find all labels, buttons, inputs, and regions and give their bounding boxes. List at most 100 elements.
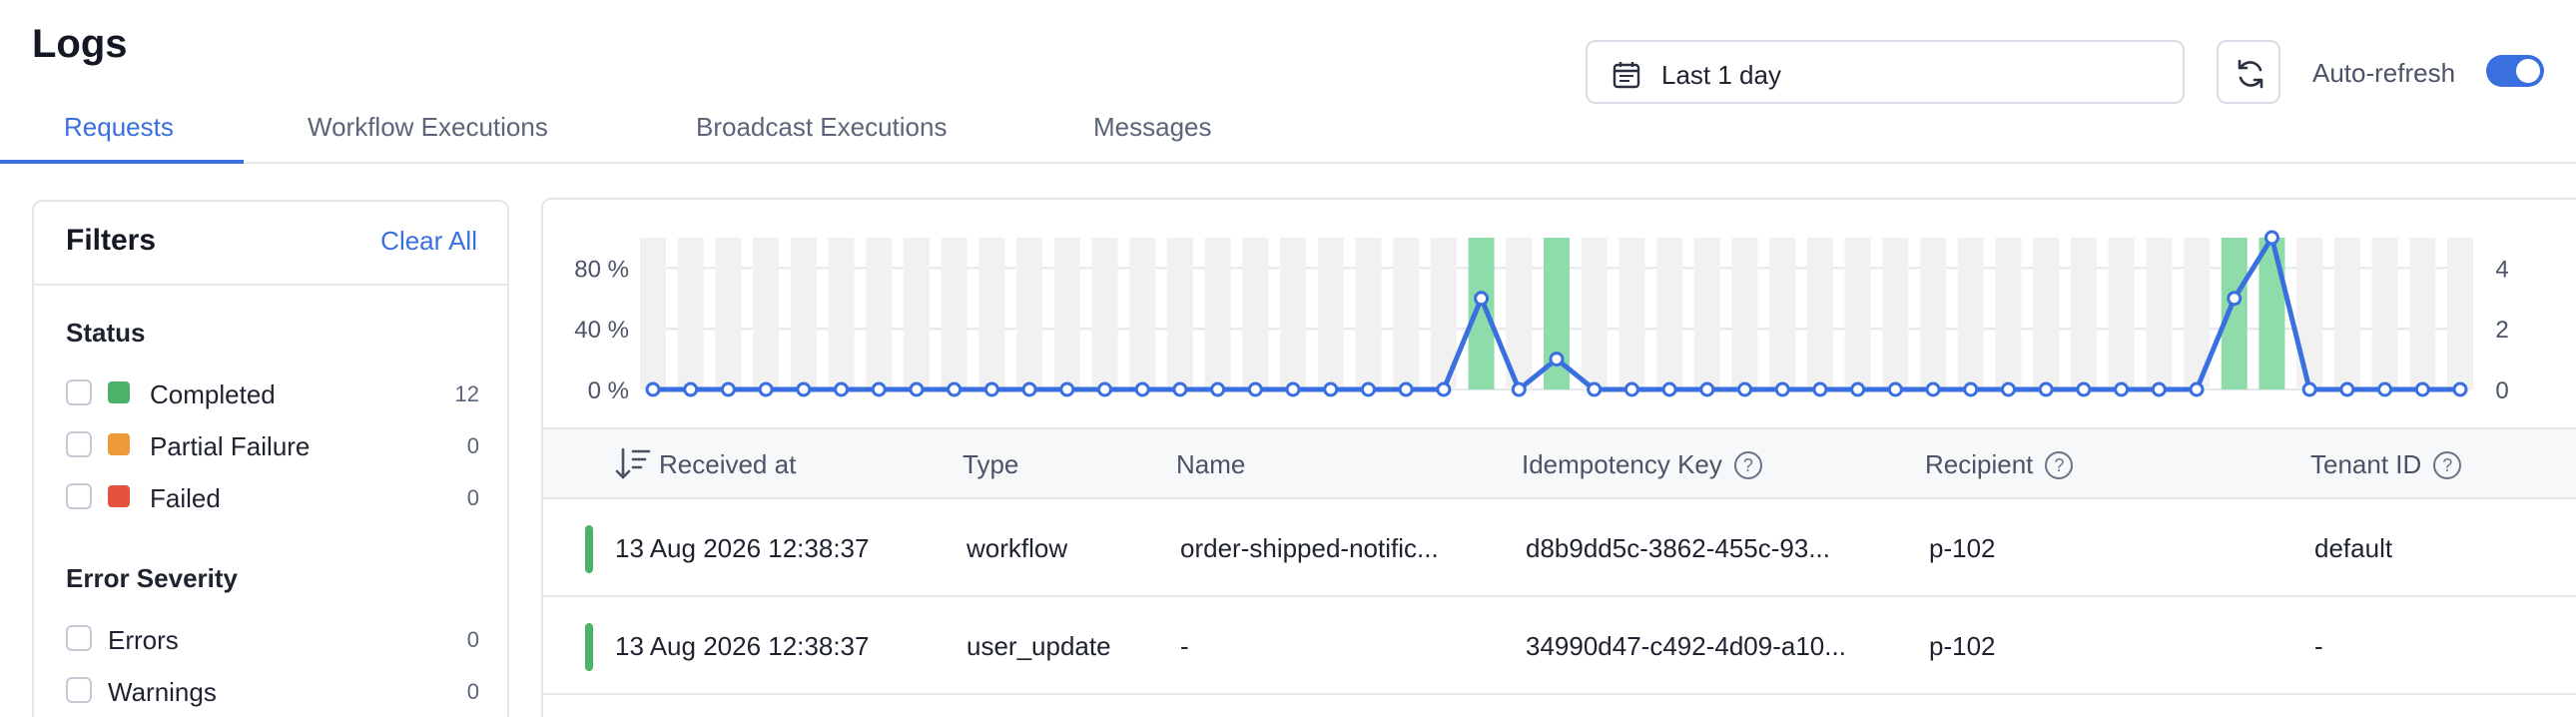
chart-point	[909, 381, 925, 397]
table-header: Received at Type Name Idempotency Key? R…	[543, 427, 2576, 499]
help-icon[interactable]: ?	[2433, 451, 2462, 479]
chart-point	[1623, 381, 1639, 397]
partial-failure-checkbox[interactable]	[66, 431, 92, 457]
cell-tenant-id: default	[2314, 533, 2393, 563]
error-severity-section-title: Error Severity	[66, 563, 238, 593]
date-range-label: Last 1 day	[1661, 60, 1781, 90]
cell-idempotency-key: 34990d47-c492-4d09-a10...	[1526, 631, 1846, 661]
chart-bar-placeholder	[2333, 238, 2360, 389]
chart-bar-placeholder	[2146, 238, 2173, 389]
chart-bar-placeholder	[2033, 238, 2060, 389]
chart-bar-placeholder	[1882, 238, 1909, 389]
chart-bar-placeholder	[790, 238, 817, 389]
chart-bar-placeholder	[1844, 238, 1871, 389]
chart-bar-placeholder	[1693, 238, 1720, 389]
chart-bar-placeholder	[1769, 238, 1796, 389]
chart-bar-placeholder	[1393, 238, 1420, 389]
col-idempotency-key-label: Idempotency Key	[1522, 449, 1722, 479]
refresh-icon	[2238, 59, 2263, 89]
tab-workflow-executions[interactable]: Workflow Executions	[308, 112, 548, 142]
tab-messages[interactable]: Messages	[1093, 112, 1212, 142]
tab-bar: Requests Workflow Executions Broadcast E…	[0, 96, 2576, 164]
tab-requests[interactable]: Requests	[64, 112, 174, 142]
chart-bar-placeholder	[1656, 238, 1683, 389]
tab-broadcast-executions[interactable]: Broadcast Executions	[696, 112, 948, 142]
requests-chart: 0 % 40 % 80 % 0 2 4	[543, 200, 2576, 427]
chart-point	[1850, 381, 1866, 397]
filter-count: 0	[466, 433, 479, 458]
table-row[interactable]: 13 Aug 2026 12:38:37 workflow order-ship…	[543, 499, 2576, 597]
chart-bar	[1468, 238, 1495, 389]
chart-point	[1474, 291, 1490, 307]
requests-chart-svg: 0 % 40 % 80 % 0 2 4	[574, 230, 2509, 404]
chart-point	[1247, 381, 1263, 397]
completed-checkbox[interactable]	[66, 379, 92, 405]
cell-recipient: p-102	[1929, 631, 1996, 661]
chart-point	[645, 381, 661, 397]
chart-point	[871, 381, 887, 397]
cell-recipient: p-102	[1929, 533, 1996, 563]
status-filter-failed[interactable]: Failed 0	[66, 475, 479, 515]
status-filter-completed[interactable]: Completed 12	[66, 371, 479, 411]
table-row[interactable]: 13 Aug 2026 12:38:37 user_update - 34990…	[543, 597, 2576, 695]
chart-point	[983, 381, 999, 397]
partial-failure-swatch	[108, 433, 130, 455]
right-axis-tick-label: 2	[2495, 317, 2508, 344]
chart-point	[758, 381, 774, 397]
filter-count: 0	[466, 679, 479, 704]
chart-point	[2377, 381, 2393, 397]
severity-filter-errors[interactable]: Errors 0	[66, 617, 479, 657]
requests-panel: 0 % 40 % 80 % 0 2 4 Received at Type Name Ide…	[541, 198, 2576, 717]
date-range-picker[interactable]: Last 1 day	[1586, 40, 2185, 104]
chart-point	[1360, 381, 1376, 397]
chart-bar-placeholder	[715, 238, 742, 389]
chart-point	[1774, 381, 1790, 397]
chart-point	[2414, 381, 2430, 397]
cell-idempotency-key: d8b9dd5c-3862-455c-93...	[1526, 533, 1831, 563]
col-recipient-label: Recipient	[1925, 449, 2034, 479]
chart-point	[796, 381, 812, 397]
severity-filter-warnings[interactable]: Warnings 0	[66, 669, 479, 709]
col-received-at[interactable]: Received at	[659, 449, 797, 479]
auto-refresh-toggle[interactable]	[2486, 55, 2544, 87]
cell-tenant-id: -	[2314, 631, 2323, 661]
help-icon[interactable]: ?	[1733, 451, 1762, 479]
status-filter-partial-failure[interactable]: Partial Failure 0	[66, 423, 479, 463]
chart-point	[1549, 352, 1565, 367]
completed-swatch	[108, 381, 130, 403]
chart-point	[1963, 381, 1979, 397]
chart-point	[2189, 381, 2205, 397]
filters-panel: Filters Clear All Status Completed 12 Pa…	[32, 200, 509, 717]
left-axis-tick-label: 0 %	[588, 377, 629, 404]
chart-point	[1285, 381, 1301, 397]
chart-bar-placeholder	[1280, 238, 1307, 389]
chart-point	[2114, 381, 2130, 397]
chart-point	[2452, 381, 2468, 397]
clear-all-link[interactable]: Clear All	[380, 226, 477, 256]
filters-title: Filters	[66, 224, 157, 257]
cell-received-at: 13 Aug 2026 12:38:37	[615, 631, 870, 661]
status-indicator	[585, 623, 593, 671]
col-type: Type	[963, 449, 1019, 479]
chart-bar-placeholder	[828, 238, 855, 389]
chart-point	[2263, 230, 2279, 246]
chart-bar-placeholder	[753, 238, 780, 389]
chart-bar-placeholder	[2371, 238, 2398, 389]
sort-descending-icon[interactable]	[613, 443, 653, 483]
errors-checkbox[interactable]	[66, 625, 92, 651]
chart-bar-placeholder	[1957, 238, 1984, 389]
refresh-button[interactable]	[2217, 40, 2280, 104]
chart-bar-placeholder	[1920, 238, 1947, 389]
chart-bar-placeholder	[1091, 238, 1118, 389]
filter-label: Warnings	[108, 677, 217, 707]
filter-count: 0	[466, 485, 479, 510]
warnings-checkbox[interactable]	[66, 677, 92, 703]
cell-received-at: 13 Aug 2026 12:38:37	[615, 533, 870, 563]
help-icon[interactable]: ?	[2045, 451, 2074, 479]
chart-point	[2076, 381, 2092, 397]
chart-bar-placeholder	[1204, 238, 1231, 389]
chart-point	[1097, 381, 1112, 397]
chart-point	[1021, 381, 1037, 397]
chart-bar-placeholder	[866, 238, 893, 389]
failed-checkbox[interactable]	[66, 483, 92, 509]
